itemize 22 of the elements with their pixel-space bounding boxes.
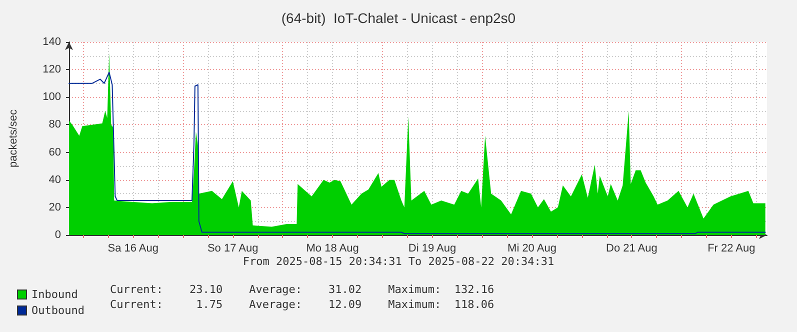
text: Current: 23.10 Average: 31.02 Maximum: 132.16: [110, 283, 494, 296]
legend-label: Inbound: [32, 288, 78, 301]
chart-title: (64-bit) IoT-Chalet - Unicast - enp2s0: [281, 10, 516, 26]
legend-label: Outbound: [32, 304, 84, 317]
y-tick-label: 40: [48, 174, 61, 186]
y-tick-label: 0: [54, 229, 61, 241]
x-tick-label: Mo 18 Aug: [306, 242, 359, 254]
y-tick-label: 60: [48, 146, 61, 158]
y-tick-label: 100: [42, 91, 61, 104]
y-axis-title: packets/sec: [8, 108, 20, 168]
y-tick-label: 20: [48, 201, 61, 214]
text: Current: 1.75 Average: 12.09 Maximum: 118.06: [110, 298, 494, 311]
y-tick-label: 80: [48, 118, 61, 131]
x-tick-label: Do 21 Aug: [606, 242, 658, 254]
y-tick-label: 120: [42, 64, 61, 76]
x-tick-label: Di 19 Aug: [408, 242, 456, 254]
y-tick-label: 140: [42, 36, 61, 48]
x-tick-label: Fr 22 Aug: [708, 242, 756, 254]
x-tick-label: Mi 20 Aug: [508, 242, 556, 254]
text: From 2025-08-15 20:34:31 To 2025-08-22 20:34:31: [242, 255, 554, 268]
x-tick-label: Sa 16 Aug: [108, 242, 159, 254]
x-tick-label: So 17 Aug: [207, 242, 258, 254]
